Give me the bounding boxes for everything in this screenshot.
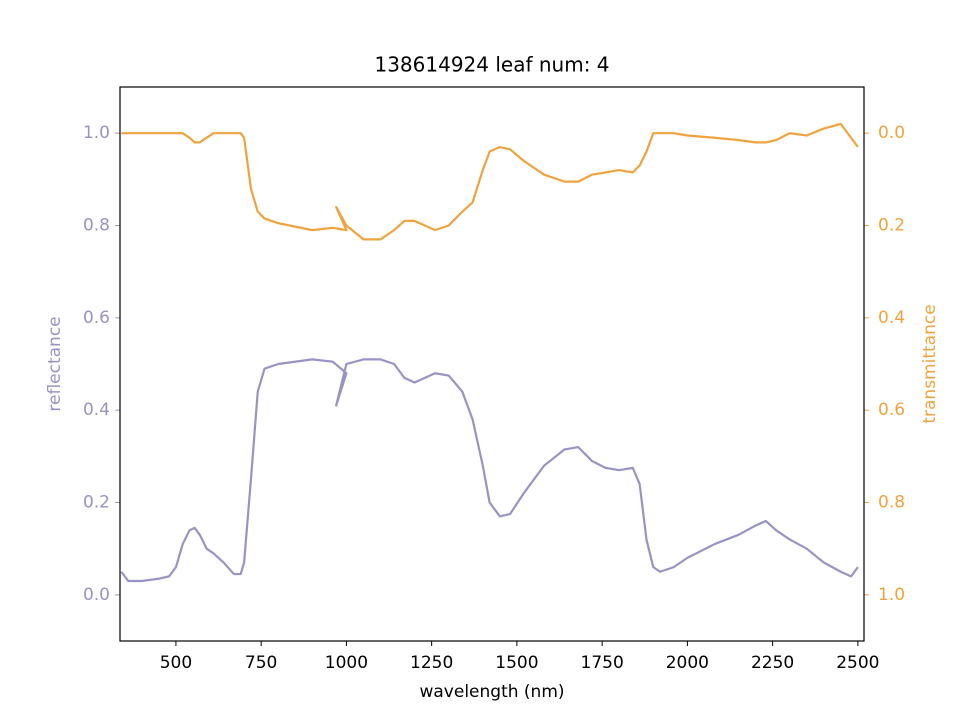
- y-tick-label: 0.8: [83, 216, 110, 236]
- series-line: [120, 358, 859, 583]
- x-tick-label: 1000: [325, 653, 368, 673]
- y-tick-label: 0.0: [83, 585, 110, 605]
- series-line: [121, 122, 859, 241]
- x-tick-label: 2250: [751, 653, 794, 673]
- x-tick-label: 1750: [581, 653, 624, 673]
- y2-tick-label: 0.0: [878, 123, 905, 143]
- x-tick-label: 2500: [836, 653, 879, 673]
- y2-tick-label: 0.8: [878, 493, 905, 513]
- y2-tick-label: 0.6: [878, 400, 905, 420]
- y-tick-label: 1.0: [83, 123, 110, 143]
- x-tick-label: 1250: [410, 653, 453, 673]
- x-tick-label: 750: [245, 653, 277, 673]
- plot-frame: [119, 86, 865, 642]
- x-tick-label: 1500: [495, 653, 538, 673]
- y-tick-label: 0.4: [83, 400, 110, 420]
- x-axis-label: wavelength (nm): [419, 682, 564, 702]
- y2-tick-label: 0.2: [878, 216, 905, 236]
- y-axis-label: reflectance: [45, 316, 65, 411]
- x-tick-label: 2000: [666, 653, 709, 673]
- y-tick-label: 0.2: [83, 493, 110, 513]
- y2-tick-label: 1.0: [878, 585, 905, 605]
- y-tick-label: 0.6: [83, 308, 110, 328]
- y2-axis-label: transmittance: [920, 304, 940, 423]
- x-tick-label: 500: [160, 653, 192, 673]
- y2-tick-label: 0.4: [878, 308, 905, 328]
- chart-title: 138614924 leaf num: 4: [374, 53, 609, 77]
